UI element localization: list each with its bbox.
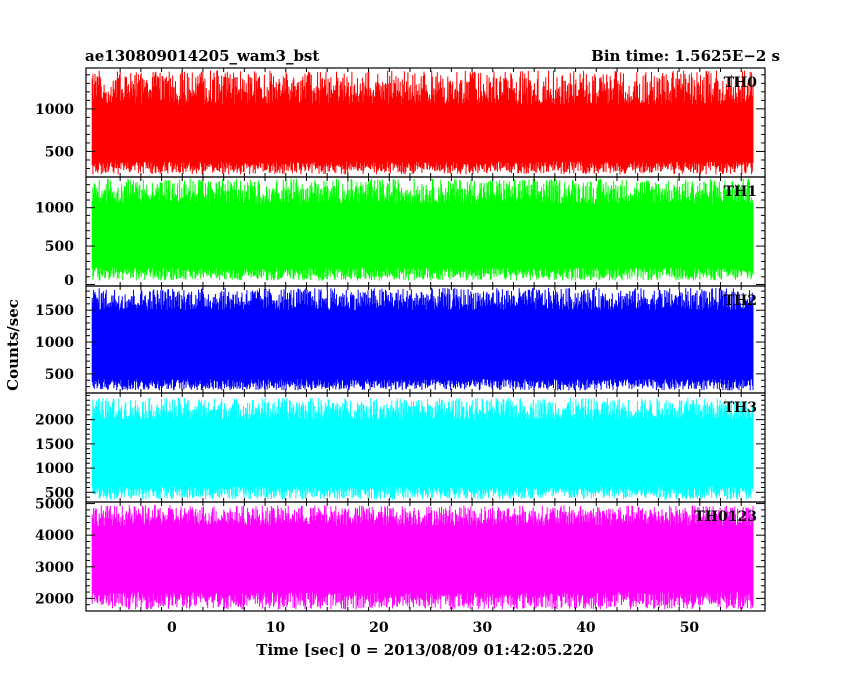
panel-th0123-ytick-label: 2000 (35, 591, 74, 607)
panel-th0123-frame (85, 501, 766, 612)
panel-th0123-label: TH0123 (694, 509, 757, 525)
series-th2-trace (91, 287, 754, 391)
series-th1-trace (91, 178, 754, 281)
panel-th2-ytick-label: 1000 (35, 335, 74, 351)
panel-th3-ytick-label: 2000 (35, 413, 74, 429)
x-axis-title: Time [sec] 0 = 2013/08/09 01:42:05.220 (256, 641, 593, 659)
panel-th0123-ytick-label: 3000 (35, 560, 74, 576)
chart-title: ae130809014205_wam3_bst (85, 47, 319, 65)
panel-th2-ytick-label: 1500 (35, 303, 74, 319)
x-tick-label: 40 (576, 620, 596, 636)
panel-th0-ytick-label: 500 (45, 144, 74, 160)
x-tick-label: 10 (266, 620, 286, 636)
panel-th2-ytick-label: 500 (45, 367, 74, 383)
series-th3-trace (91, 397, 754, 500)
panel-th2-label: TH2 (724, 293, 757, 309)
panel-th3-ytick-label: 1500 (35, 437, 74, 453)
panel-th3-ytick-label: 500 (45, 485, 74, 501)
series-th0-trace (91, 70, 754, 175)
panel-th0-label: TH0 (724, 75, 758, 91)
x-tick-label: 0 (167, 620, 177, 636)
panel-th0123-ytick-label: 5000 (35, 497, 74, 513)
panel-th0123-ytick-label: 4000 (35, 528, 74, 544)
panel-th3-ytick-label: 1000 (35, 461, 74, 477)
panel-th1-label: TH1 (724, 184, 757, 200)
x-tick-label: 20 (369, 620, 389, 636)
panel-th3-label: TH3 (724, 400, 757, 416)
y-axis-title: Counts/sec (4, 299, 22, 391)
panels-group: 5001000TH005001000TH150010001500TH250010… (35, 67, 766, 636)
x-tick-label: 50 (680, 620, 700, 636)
bin-time-label: Bin time: 1.5625E−2 s (591, 47, 780, 65)
panel-th1-ytick-label: 0 (64, 273, 74, 289)
x-tick-label: 30 (473, 620, 493, 636)
series-th0123-trace (91, 505, 754, 610)
panel-th1-ytick-label: 500 (45, 239, 74, 255)
panel-th1-ytick-label: 1000 (35, 201, 74, 217)
panel-th0-ytick-label: 1000 (35, 102, 74, 118)
